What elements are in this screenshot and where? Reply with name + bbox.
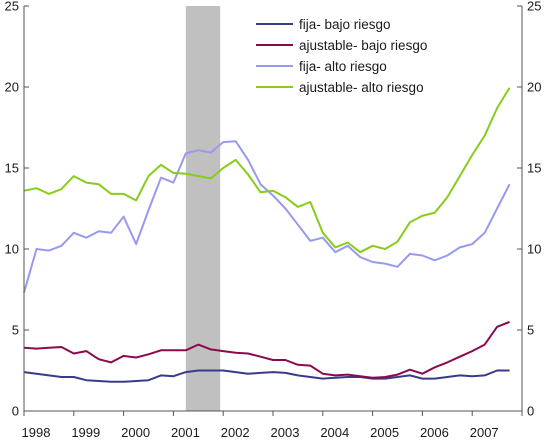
y-tick-label-left: 0 (12, 404, 19, 419)
x-tick-label: 2001 (171, 425, 200, 440)
y-tick-label-right: 15 (527, 161, 541, 176)
series-line-3 (23, 140, 511, 293)
y-tick-label-left: 20 (5, 80, 19, 95)
legend: fija- bajo riesgo ajustable- bajo riesgo f… (256, 17, 427, 95)
x-tick-label: 2000 (121, 425, 150, 440)
x-tick-label: 2004 (320, 425, 349, 440)
axes-layer: 0 0 5 5 10 10 15 15 20 20 25 25 1998 1999 2000 2001 2002… (5, 0, 542, 440)
y-tick-label-right: 10 (527, 242, 541, 257)
y-tick-label-right: 25 (527, 0, 541, 14)
legend-label-1: fija- bajo riesgo (299, 17, 391, 32)
x-tick-label: 2006 (420, 425, 449, 440)
y-tick-label-left: 5 (12, 323, 19, 338)
y-tick-label-right: 0 (527, 404, 534, 419)
x-tick-label: 2007 (470, 425, 499, 440)
x-tick-label: 2003 (271, 425, 300, 440)
legend-label-4: ajustable- alto riesgo (299, 80, 424, 95)
x-tick-label: 1999 (71, 425, 100, 440)
legend-label-3: fija- alto riesgo (299, 59, 387, 74)
shaded-period (185, 6, 221, 411)
series-line-1 (23, 369, 510, 383)
x-tick-label: 2005 (370, 425, 399, 440)
y-tick-label-left: 25 (5, 0, 19, 14)
y-tick-label-right: 5 (527, 323, 534, 338)
series-layer (23, 87, 511, 383)
legend-label-2: ajustable- bajo riesgo (299, 38, 427, 53)
x-tick-label: 1998 (22, 425, 51, 440)
y-tick-label-right: 20 (527, 80, 541, 95)
x-tick-label: 2002 (221, 425, 250, 440)
series-line-2 (23, 320, 510, 379)
y-tick-label-left: 10 (5, 242, 19, 257)
series-line-4 (23, 87, 511, 254)
y-tick-label-left: 15 (5, 161, 19, 176)
